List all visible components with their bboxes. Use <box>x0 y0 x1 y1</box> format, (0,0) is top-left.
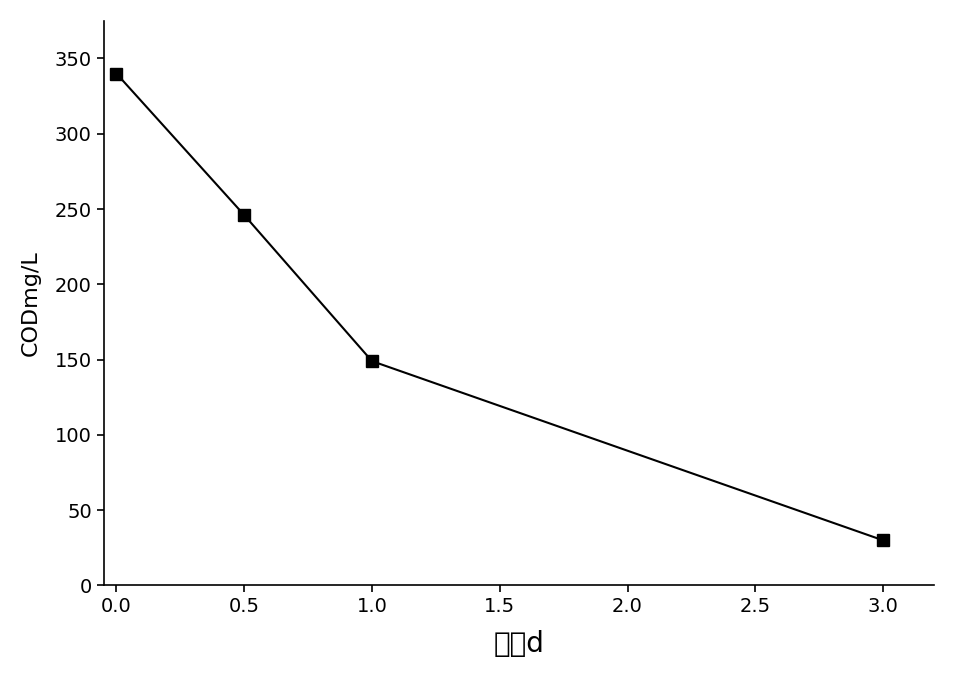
Y-axis label: CODmg/L: CODmg/L <box>21 251 41 356</box>
X-axis label: 时间d: 时间d <box>494 630 544 658</box>
